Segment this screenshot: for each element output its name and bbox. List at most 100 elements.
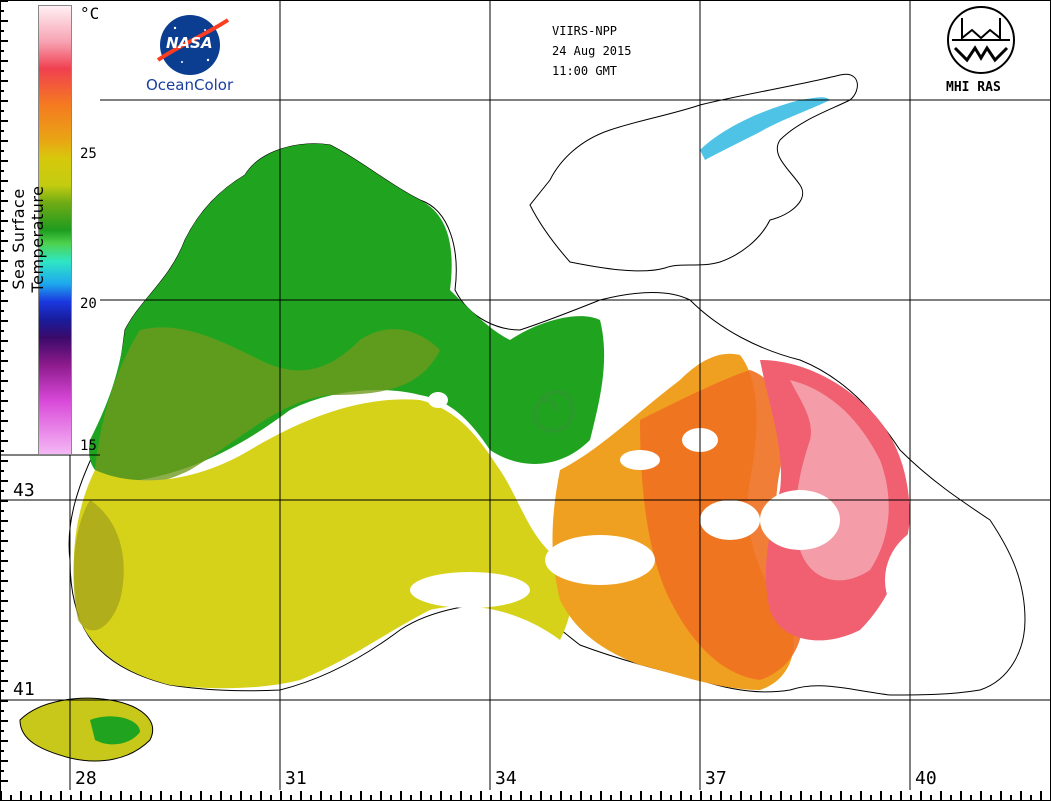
- ruler-tick: [0, 50, 4, 52]
- ruler-tick: [0, 200, 8, 202]
- ruler-tick: [330, 795, 332, 801]
- ruler-tick: [310, 795, 312, 801]
- ruler-tick: [200, 791, 202, 801]
- ruler-tick: [900, 791, 902, 801]
- ruler-tick: [980, 791, 982, 801]
- ruler-tick: [840, 791, 842, 801]
- ruler-tick: [940, 791, 942, 801]
- ruler-tick: [170, 795, 172, 801]
- ruler-tick: [370, 795, 372, 801]
- ruler-tick: [580, 791, 582, 801]
- ruler-tick: [0, 360, 8, 362]
- ruler-tick: [250, 795, 252, 801]
- ruler-tick: [1020, 791, 1022, 801]
- ruler-tick: [320, 791, 322, 801]
- time-label: 11:00 GMT: [552, 64, 618, 78]
- ruler-tick: [910, 795, 912, 801]
- ruler-tick: [710, 795, 712, 801]
- ruler-tick: [0, 670, 4, 672]
- ruler-tick: [730, 795, 732, 801]
- ruler-tick: [770, 795, 772, 801]
- ruler-tick: [150, 795, 152, 801]
- ruler-tick: [0, 700, 8, 702]
- ruler-tick: [0, 400, 8, 402]
- ruler-tick: [0, 560, 8, 562]
- ruler-tick: [830, 795, 832, 801]
- ruler-tick: [0, 530, 4, 532]
- ruler-tick: [1030, 795, 1032, 801]
- ruler-tick: [0, 180, 8, 182]
- ruler-tick: [500, 791, 502, 801]
- ruler-tick: [530, 795, 532, 801]
- ruler-tick: [490, 795, 492, 801]
- ruler-tick: [0, 20, 8, 22]
- ruler-tick: [0, 340, 8, 342]
- ruler-tick: [0, 370, 4, 372]
- ruler-tick: [400, 791, 402, 801]
- ruler-tick: [0, 10, 4, 12]
- ruler-tick: [120, 791, 122, 801]
- ruler-tick: [570, 795, 572, 801]
- colorbar-tick-15: 15: [80, 438, 97, 454]
- ruler-tick: [890, 795, 892, 801]
- ruler-tick: [210, 795, 212, 801]
- ruler-tick: [360, 791, 362, 801]
- ruler-tick: [990, 795, 992, 801]
- ruler-tick: [260, 791, 262, 801]
- ruler-tick: [430, 795, 432, 801]
- ruler-bottom: [0, 790, 1051, 801]
- ruler-tick: [0, 620, 8, 622]
- ruler-tick: [650, 795, 652, 801]
- lon-label-34: 34: [495, 768, 517, 789]
- ruler-tick: [0, 100, 8, 102]
- ruler-tick: [100, 791, 102, 801]
- ruler-left: [0, 0, 10, 801]
- ruler-tick: [0, 390, 4, 392]
- ruler-tick: [270, 795, 272, 801]
- ruler-tick: [880, 791, 882, 801]
- ruler-tick: [820, 791, 822, 801]
- ruler-tick: [0, 170, 4, 172]
- ruler-tick: [670, 795, 672, 801]
- ruler-tick: [0, 510, 4, 512]
- ruler-tick: [0, 470, 4, 472]
- ruler-tick: [0, 590, 4, 592]
- ruler-tick: [0, 320, 8, 322]
- ruler-tick: [420, 791, 422, 801]
- ruler-tick: [620, 791, 622, 801]
- ruler-tick: [0, 540, 8, 542]
- ruler-tick: [600, 791, 602, 801]
- ruler-tick: [0, 420, 8, 422]
- ruler-tick: [760, 791, 762, 801]
- ruler-tick: [1000, 791, 1002, 801]
- ruler-tick: [0, 690, 4, 692]
- ruler-tick: [680, 791, 682, 801]
- ruler-tick: [780, 791, 782, 801]
- ruler-tick: [0, 40, 8, 42]
- ruler-tick: [0, 150, 4, 152]
- ruler-tick: [0, 260, 8, 262]
- ruler-tick: [60, 791, 62, 801]
- lat-label-41: 41: [13, 679, 35, 700]
- ruler-tick: [0, 240, 8, 242]
- ruler-tick: [0, 140, 8, 142]
- ruler-tick: [110, 795, 112, 801]
- ruler-tick: [950, 795, 952, 801]
- ruler-tick: [0, 290, 4, 292]
- ruler-tick: [560, 791, 562, 801]
- ruler-tick: [790, 795, 792, 801]
- ruler-tick: [0, 350, 4, 352]
- lon-label-28: 28: [75, 768, 97, 789]
- ruler-tick: [480, 791, 482, 801]
- colorbar-title: Sea Surface Temperature: [9, 185, 47, 293]
- ruler-tick: [450, 795, 452, 801]
- ruler-tick: [0, 90, 4, 92]
- lat-label-43: 43: [13, 480, 35, 501]
- lon-label-37: 37: [705, 768, 727, 789]
- ruler-tick: [390, 795, 392, 801]
- ruler-tick: [0, 740, 8, 742]
- ruler-tick: [0, 190, 4, 192]
- ruler-tick: [280, 791, 282, 801]
- ruler-tick: [810, 795, 812, 801]
